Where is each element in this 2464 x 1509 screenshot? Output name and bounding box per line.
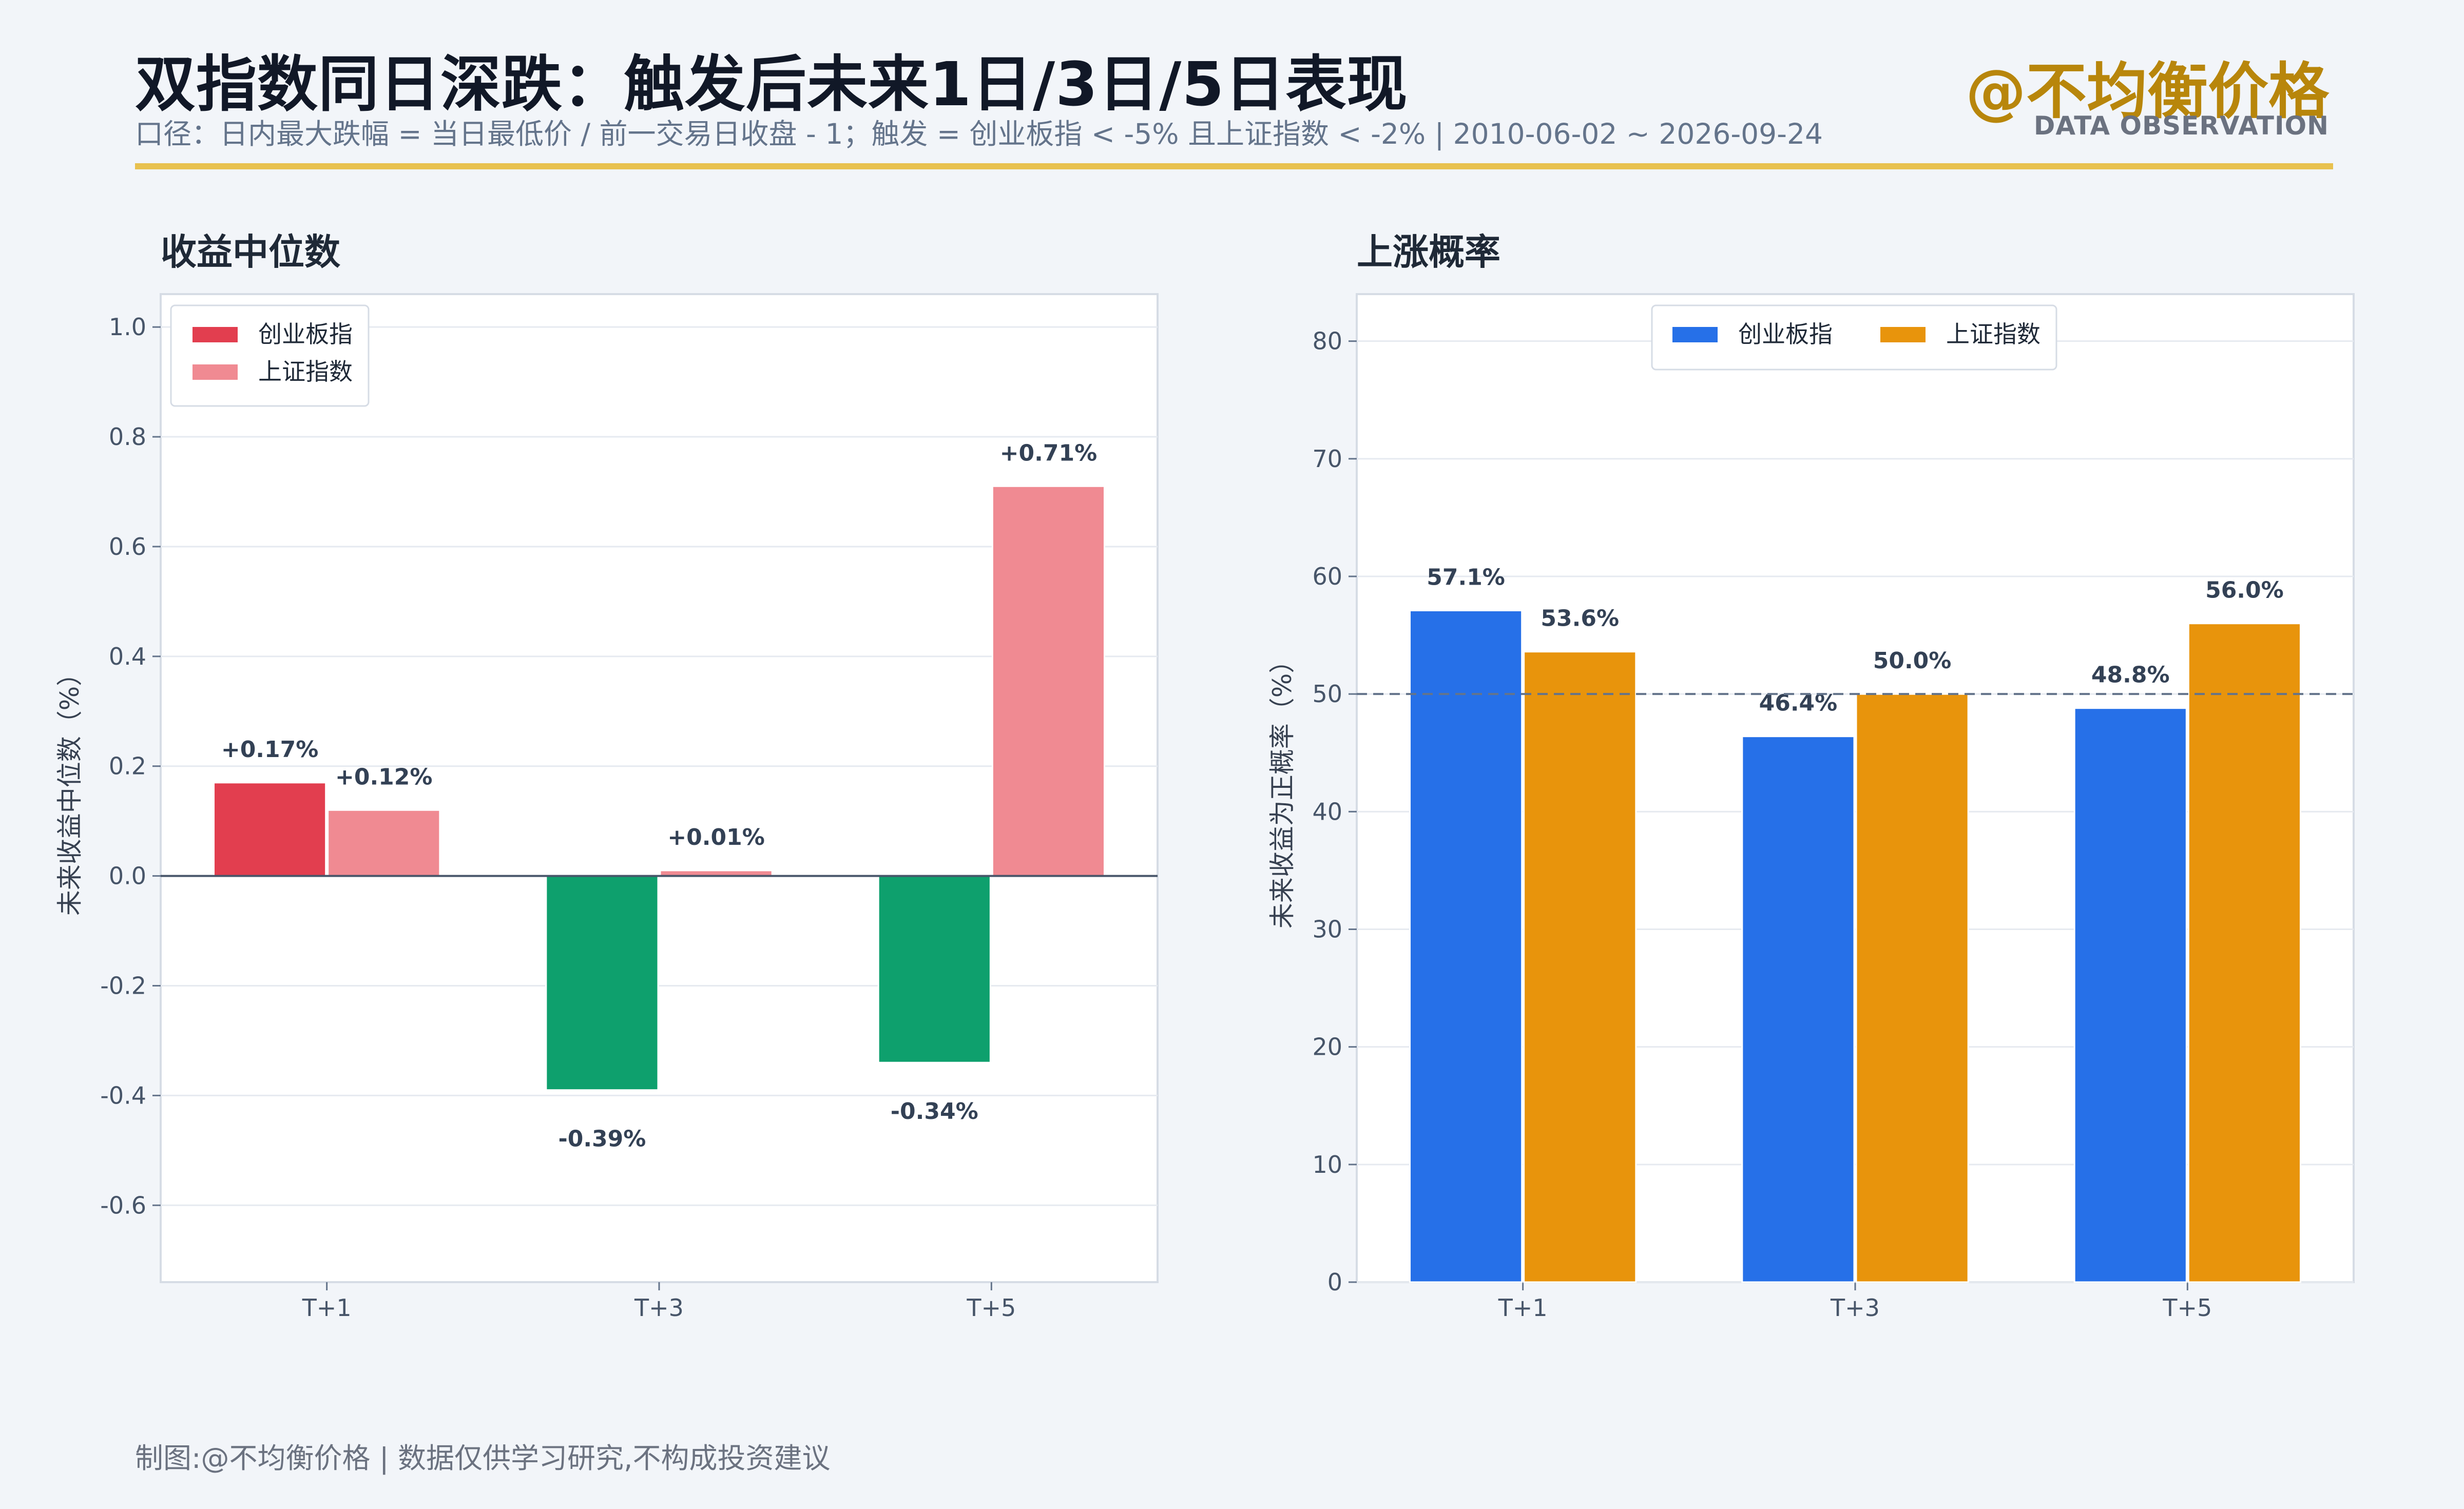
data-label: 56.0% xyxy=(2205,577,2284,604)
x-tick-label: T+3 xyxy=(634,1294,684,1322)
data-label: -0.39% xyxy=(558,1126,646,1152)
header-divider xyxy=(135,163,2333,169)
legend-label: 创业板指 xyxy=(1738,320,1833,348)
y-tick-label: -0.6 xyxy=(100,1191,146,1219)
y-axis-label: 未来收益为正概率（%） xyxy=(1267,648,1297,929)
data-label: +0.71% xyxy=(1000,440,1098,466)
footer-note: 制图:@不均衡价格 | 数据仅供学习研究,不构成投资建议 xyxy=(135,1442,831,1475)
bar xyxy=(877,875,991,1063)
y-tick-label: 30 xyxy=(1312,916,1342,943)
data-label: 57.1% xyxy=(1427,564,1505,590)
legend-box xyxy=(1651,304,2057,371)
bar xyxy=(991,485,1105,877)
up-probability-chart: 0 10 20 30 40 50 60 70 80 未来收益为正概率（%） T+1 57.1% 53.6… xyxy=(1267,293,2355,1322)
bar xyxy=(2073,707,2187,1283)
x-tick-label: T+5 xyxy=(966,1294,1016,1322)
y-tick-label: 0 xyxy=(1327,1268,1342,1296)
legend-swatch xyxy=(1672,327,1718,342)
median-return-chart: 1.0 0.8 0.6 0.4 0.2 0.0 -0.2 -0.4 -0.6 未来收益中位数（%）… xyxy=(55,293,1159,1322)
y-tick-label: 50 xyxy=(1312,680,1342,708)
x-tick-label: T+1 xyxy=(302,1294,352,1322)
page-title: 双指数同日深跌：触发后未来1日/3日/5日表现 xyxy=(135,49,1408,120)
y-tick-label: -0.2 xyxy=(100,972,146,1000)
y-tick-label: 0.8 xyxy=(109,423,146,451)
y-tick-label: 0.4 xyxy=(109,643,146,670)
x-tick-label: T+5 xyxy=(2162,1294,2212,1322)
data-label: +0.01% xyxy=(667,824,765,850)
y-axis-label: 未来收益中位数（%） xyxy=(55,661,85,916)
x-tick-label: T+3 xyxy=(1830,1294,1880,1322)
legend-swatch xyxy=(192,364,238,380)
data-label: 53.6% xyxy=(1541,606,1619,632)
legend-label: 上证指数 xyxy=(258,358,353,385)
brand-tagline: DATA OBSERVATION xyxy=(2033,111,2329,141)
y-tick-label: 1.0 xyxy=(109,313,146,341)
data-label: +0.12% xyxy=(335,764,433,790)
legend-label: 上证指数 xyxy=(1946,320,2040,348)
y-tick-label: 0.0 xyxy=(109,862,146,890)
data-label: +0.17% xyxy=(221,737,319,763)
data-label: -0.34% xyxy=(891,1098,978,1125)
y-tick-label: 0.6 xyxy=(109,533,146,560)
legend-swatch xyxy=(1880,327,1926,342)
page-subtitle: 口径：日内最大跌幅 = 当日最低价 / 前一交易日收盘 - 1；触发 = 创业板… xyxy=(135,118,1823,150)
y-tick-label: 40 xyxy=(1312,798,1342,825)
y-tick-label: 80 xyxy=(1312,327,1342,355)
y-tick-label: 70 xyxy=(1312,445,1342,473)
y-tick-label: 60 xyxy=(1312,563,1342,590)
right-panel-title: 上涨概率 xyxy=(1357,231,1500,273)
bar xyxy=(2187,623,2301,1283)
bar xyxy=(545,875,659,1091)
bar xyxy=(1409,609,1523,1283)
legend-label: 创业板指 xyxy=(258,320,353,348)
data-label: 50.0% xyxy=(1873,648,1952,674)
brand-logo-text: @不均衡价格 xyxy=(1965,56,2329,127)
bar xyxy=(1855,693,1969,1283)
left-panel-title: 收益中位数 xyxy=(161,231,340,273)
x-tick-label: T+1 xyxy=(1498,1294,1548,1322)
y-tick-label: 0.2 xyxy=(109,752,146,780)
y-tick-label: -0.4 xyxy=(100,1081,146,1109)
legend-swatch xyxy=(192,327,238,342)
bar xyxy=(1523,651,1637,1283)
bar xyxy=(1741,736,1855,1283)
data-label: 48.8% xyxy=(2091,662,2170,688)
bar xyxy=(213,782,327,877)
y-tick-label: 10 xyxy=(1312,1151,1342,1178)
y-tick-label: 20 xyxy=(1312,1033,1342,1061)
plot-area xyxy=(160,293,1159,1283)
